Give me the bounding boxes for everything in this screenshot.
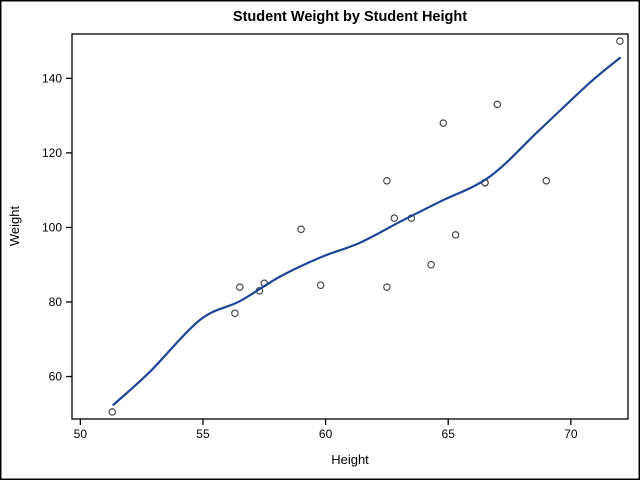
- scatter-point: [616, 37, 624, 45]
- y-axis-label: Weight: [7, 206, 22, 247]
- y-tick-label: 80: [49, 295, 63, 309]
- x-tick-label: 60: [319, 427, 333, 441]
- scatter-point: [108, 408, 116, 416]
- y-tick-label: 60: [49, 370, 63, 384]
- scatter-point: [297, 225, 305, 234]
- scatter-point: [390, 214, 399, 222]
- fit-curve: [112, 56, 621, 406]
- scatter-point: [383, 177, 391, 185]
- x-axis-ticks: 50 55 60 65 70: [74, 419, 578, 441]
- scatter-point: [542, 177, 551, 185]
- scatter-point: [383, 283, 391, 291]
- y-tick-label: 140: [42, 71, 62, 85]
- x-tick-label: 50: [74, 427, 88, 441]
- y-tick-label: 120: [42, 146, 62, 160]
- x-tick-label: 70: [564, 427, 578, 441]
- scatter-point: [231, 309, 239, 317]
- scatter-points: [108, 37, 624, 416]
- scatter-point: [236, 283, 244, 291]
- y-axis-ticks: 60 80 100 120 140: [42, 71, 72, 384]
- chart-title: Student Weight by Student Height: [233, 9, 467, 25]
- x-tick-label: 55: [196, 427, 210, 441]
- x-axis-label: Height: [331, 452, 369, 467]
- plot-frame: [71, 33, 629, 420]
- scatter-point: [427, 260, 435, 269]
- scatter-point: [451, 231, 460, 239]
- scatter-point: [439, 119, 448, 127]
- y-tick-label: 100: [42, 220, 62, 234]
- scatter-point: [316, 281, 325, 289]
- x-tick-label: 65: [442, 427, 456, 441]
- scatter-point: [493, 100, 502, 109]
